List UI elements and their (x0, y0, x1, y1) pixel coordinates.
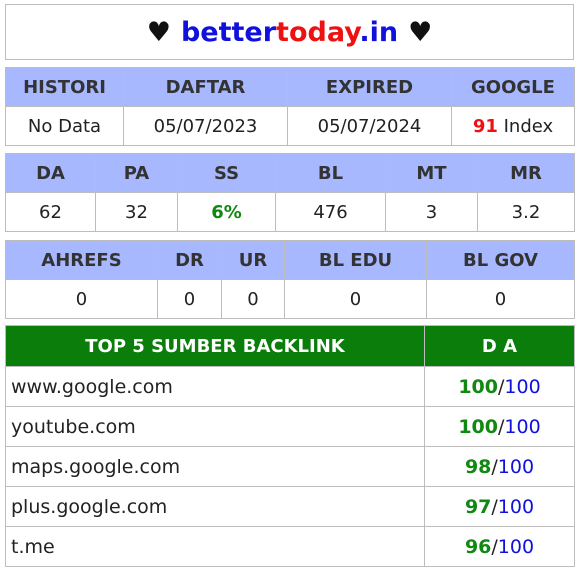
value-google: 91 Index (451, 106, 575, 146)
backlink-site[interactable]: www.google.com (5, 366, 425, 407)
value-expired: 05/07/2024 (287, 106, 452, 146)
header-histori: HISTORI (5, 67, 124, 107)
backlink-da-separator: / (498, 375, 505, 398)
backlink-site[interactable]: youtube.com (5, 406, 425, 447)
value-bl-edu: 0 (284, 279, 427, 319)
table-row: youtube.com 100/100 (5, 406, 575, 447)
value-pa: 32 (95, 192, 178, 232)
backlink-da-separator: / (491, 455, 498, 478)
header-da: DA (5, 153, 96, 193)
table-row: plus.google.com 97/100 (5, 486, 575, 527)
domain-info-table: HISTORI DAFTAR EXPIRED GOOGLE No Data 05… (5, 67, 575, 146)
backlink-da-separator: / (498, 415, 505, 438)
backlink-da: 96/100 (424, 526, 575, 567)
header-mt: MT (385, 153, 478, 193)
backlink-site[interactable]: t.me (5, 526, 425, 567)
backlink-da: 98/100 (424, 446, 575, 487)
header-bl-gov: BL GOV (426, 240, 575, 280)
header-bl-edu: BL EDU (284, 240, 427, 280)
backlink-da-max: 100 (497, 455, 535, 478)
backlink-da: 100/100 (424, 406, 575, 447)
backlinks-header-source: TOP 5 SUMBER BACKLINK (5, 325, 425, 367)
header-daftar: DAFTAR (123, 67, 288, 107)
google-index-count: 91 (472, 115, 498, 137)
table-row: www.google.com 100/100 (5, 366, 575, 407)
backlink-da-separator: / (491, 535, 498, 558)
domain-part-tld: .in (359, 16, 399, 48)
backlink-da-value: 97 (464, 495, 492, 518)
value-bl: 476 (275, 192, 386, 232)
top-backlinks-table: TOP 5 SUMBER BACKLINK D A www.google.com… (5, 325, 575, 567)
backlink-da-max: 100 (497, 495, 535, 518)
value-mr: 3.2 (477, 192, 575, 232)
header-bl: BL (275, 153, 386, 193)
value-daftar: 05/07/2023 (123, 106, 288, 146)
backlink-da: 97/100 (424, 486, 575, 527)
header-expired: EXPIRED (287, 67, 452, 107)
backlink-site[interactable]: maps.google.com (5, 446, 425, 487)
backlink-da-separator: / (491, 495, 498, 518)
value-mt: 3 (385, 192, 478, 232)
domain-part-better: better (180, 16, 277, 48)
google-index-suffix: Index (497, 115, 554, 137)
backlink-da-value: 100 (458, 415, 498, 438)
backlinks-header-da: D A (424, 325, 575, 367)
value-da: 62 (5, 192, 96, 232)
header-dr: DR (157, 240, 222, 280)
table-row: maps.google.com 98/100 (5, 446, 575, 487)
header-ss: SS (177, 153, 276, 193)
value-ur: 0 (221, 279, 285, 319)
backlink-da-max: 100 (497, 535, 535, 558)
value-ss: 6% (177, 192, 276, 232)
header-pa: PA (95, 153, 178, 193)
backlink-site[interactable]: plus.google.com (5, 486, 425, 527)
backlink-da: 100/100 (424, 366, 575, 407)
value-histori: No Data (5, 106, 124, 146)
header-google: GOOGLE (451, 67, 575, 107)
backlink-da-value: 98 (464, 455, 492, 478)
ahrefs-metrics-table: AHREFS DR UR BL EDU BL GOV 0 0 0 0 0 (5, 240, 575, 319)
table-row: t.me 96/100 (5, 526, 575, 567)
value-dr: 0 (157, 279, 222, 319)
value-ahrefs: 0 (5, 279, 158, 319)
backlink-da-max: 100 (504, 375, 541, 398)
seo-metrics-table: DA PA SS BL MT MR 62 32 6% 476 3 3.2 (5, 153, 575, 232)
header-mr: MR (477, 153, 575, 193)
heart-icon-right: ♥ (408, 16, 433, 48)
site-domain[interactable]: bettertoday.in (181, 17, 398, 48)
site-title-banner: ♥ bettertoday.in ♥ (5, 4, 574, 60)
header-ur: UR (221, 240, 285, 280)
value-bl-gov: 0 (426, 279, 575, 319)
backlink-da-value: 96 (464, 535, 492, 558)
backlink-da-max: 100 (504, 415, 541, 438)
domain-part-today: today (276, 16, 360, 48)
backlink-da-value: 100 (458, 375, 498, 398)
header-ahrefs: AHREFS (5, 240, 158, 280)
heart-icon-left: ♥ (146, 16, 171, 48)
